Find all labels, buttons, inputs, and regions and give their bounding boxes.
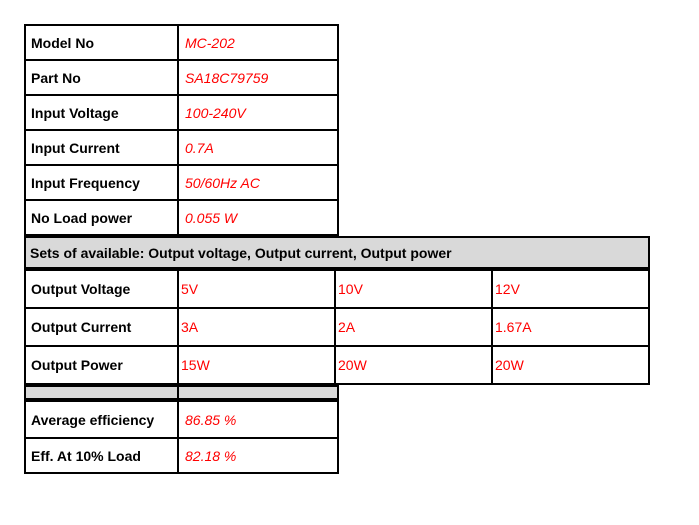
output-value: 20W <box>336 347 493 383</box>
output-value: 10V <box>336 271 493 307</box>
table-row: Eff. At 10% Load 82.18 % <box>26 439 337 472</box>
output-label: Output Current <box>26 309 179 345</box>
table-row: No Load power 0.055 W <box>26 201 337 234</box>
table-row: Average efficiency 86.85 % <box>26 402 337 439</box>
spacer-cell <box>179 387 337 398</box>
spec-value: 50/60Hz AC <box>185 174 260 191</box>
table-row: Part No SA18C79759 <box>26 61 337 96</box>
spec-value: 100-240V <box>185 104 246 121</box>
output-value: 2A <box>336 309 493 345</box>
spec-label: Input Voltage <box>26 96 179 129</box>
output-spec-table: Output Voltage 5V 10V 12V Output Current… <box>24 269 650 385</box>
spacer-cell <box>26 387 179 398</box>
efficiency-table: Average efficiency 86.85 % Eff. At 10% L… <box>24 400 339 474</box>
input-spec-table: Model No MC-202 Part No SA18C79759 Input… <box>24 24 339 236</box>
output-value: 5V <box>179 271 336 307</box>
efficiency-label: Average efficiency <box>26 402 179 437</box>
output-value: 1.67A <box>495 319 532 335</box>
spec-value: MC-202 <box>185 34 235 51</box>
efficiency-value: 82.18 % <box>185 447 237 464</box>
efficiency-value: 86.85 % <box>185 411 237 428</box>
gray-spacer-row <box>24 385 339 400</box>
table-row: Output Current 3A 2A 1.67A <box>26 309 648 347</box>
sets-available-header: Sets of available: Output voltage, Outpu… <box>24 236 650 269</box>
spec-label: Input Frequency <box>26 166 179 199</box>
spec-label: Part No <box>26 61 179 94</box>
spec-label: No Load power <box>26 201 179 234</box>
table-row: Input Frequency 50/60Hz AC <box>26 166 337 201</box>
table-row: Input Voltage 100-240V <box>26 96 337 131</box>
table-row: Input Current 0.7A <box>26 131 337 166</box>
spec-value: SA18C79759 <box>185 69 269 86</box>
output-value: 12V <box>495 281 520 297</box>
table-row: Model No MC-202 <box>26 26 337 61</box>
spec-value: 0.7A <box>185 139 214 156</box>
spec-label: Model No <box>26 26 179 59</box>
output-label: Output Voltage <box>26 271 179 307</box>
output-value: 3A <box>179 309 336 345</box>
output-value: 20W <box>495 357 524 373</box>
output-value: 15W <box>179 347 336 383</box>
spec-value: 0.055 W <box>185 209 238 226</box>
table-row: Output Power 15W 20W 20W <box>26 347 648 383</box>
spec-label: Input Current <box>26 131 179 164</box>
output-label: Output Power <box>26 347 179 383</box>
table-row: Output Voltage 5V 10V 12V <box>26 271 648 309</box>
efficiency-label: Eff. At 10% Load <box>26 439 179 472</box>
